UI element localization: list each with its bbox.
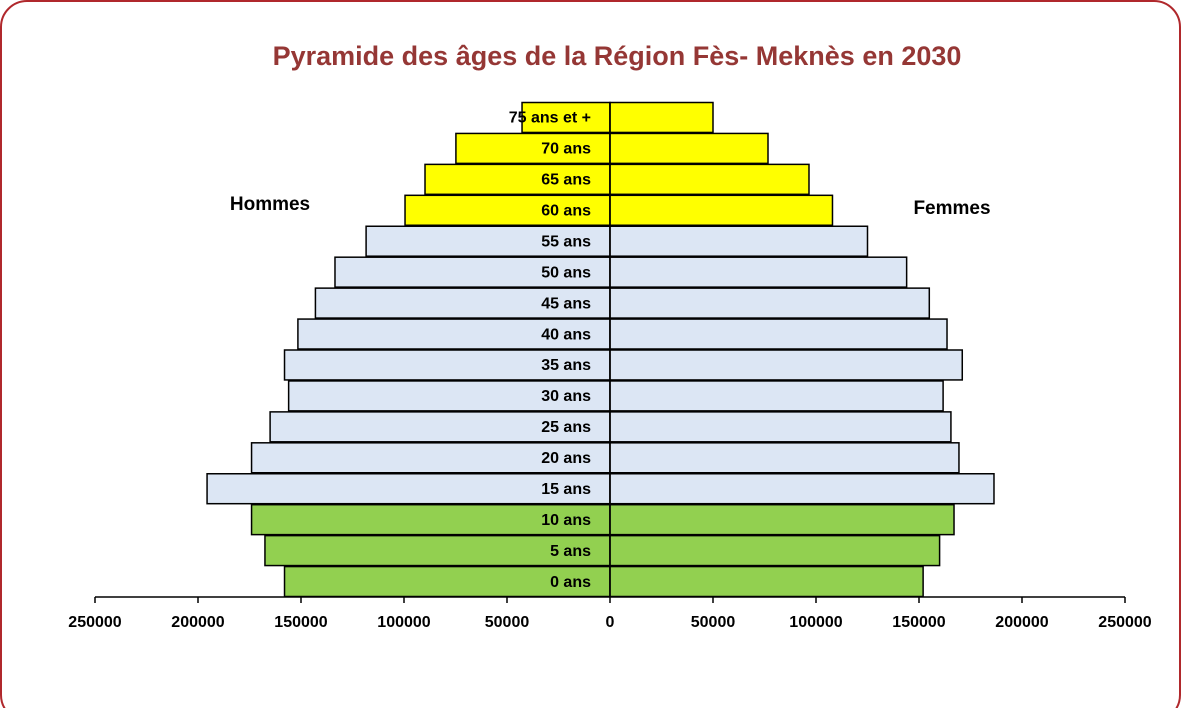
x-tick-label: 200000 <box>171 614 224 631</box>
bar <box>609 163 810 196</box>
category-label: 40 ans <box>541 326 591 343</box>
category-label: 35 ans <box>541 357 591 374</box>
bar <box>609 287 931 319</box>
bar <box>609 442 960 474</box>
bar <box>609 318 948 350</box>
category-label: 15 ans <box>541 481 591 498</box>
x-tick-label: 150000 <box>892 614 945 631</box>
category-label: 50 ans <box>541 264 591 281</box>
x-tick-label: 250000 <box>68 614 121 631</box>
bar <box>609 225 869 257</box>
x-tick-label: 150000 <box>274 614 327 631</box>
bar <box>287 380 611 412</box>
category-label: 65 ans <box>541 172 591 189</box>
x-tick-label: 250000 <box>1098 614 1151 631</box>
x-tick-label: 0 <box>606 614 615 631</box>
bar <box>609 534 941 567</box>
x-tick-label: 100000 <box>789 614 842 631</box>
bar <box>250 503 611 536</box>
bar <box>609 101 714 134</box>
bar <box>609 411 952 443</box>
bar <box>250 442 611 474</box>
bar <box>609 380 944 412</box>
bar <box>365 225 611 257</box>
x-tick-label: 100000 <box>377 614 430 631</box>
chart-title: Pyramide des âges de la Région Fès- Mekn… <box>273 41 962 71</box>
category-label: 75 ans et + <box>509 110 591 127</box>
bar <box>609 503 955 536</box>
category-label: 30 ans <box>541 388 591 405</box>
bar <box>424 163 611 196</box>
category-label: 10 ans <box>541 512 591 529</box>
category-label: 55 ans <box>541 233 591 250</box>
category-label: 25 ans <box>541 419 591 436</box>
category-label: 0 ans <box>550 574 591 591</box>
bar <box>314 287 611 319</box>
category-label: 45 ans <box>541 295 591 312</box>
category-label: 5 ans <box>550 543 591 560</box>
bar <box>206 473 611 505</box>
category-label: 70 ans <box>541 141 591 158</box>
category-label: 60 ans <box>541 203 591 220</box>
bar <box>609 256 908 288</box>
x-tick-label: 50000 <box>485 614 530 631</box>
bar <box>455 132 611 165</box>
bar <box>609 132 769 165</box>
bar <box>269 411 611 443</box>
bar <box>609 349 964 381</box>
bar <box>609 194 834 226</box>
category-label: 20 ans <box>541 450 591 467</box>
bar <box>264 534 611 567</box>
x-tick-label: 200000 <box>995 614 1048 631</box>
x-tick-label: 50000 <box>691 614 736 631</box>
series-label: Hommes <box>230 194 310 215</box>
bar <box>609 473 995 505</box>
bar <box>609 565 924 598</box>
series-label: Femmes <box>913 198 990 219</box>
